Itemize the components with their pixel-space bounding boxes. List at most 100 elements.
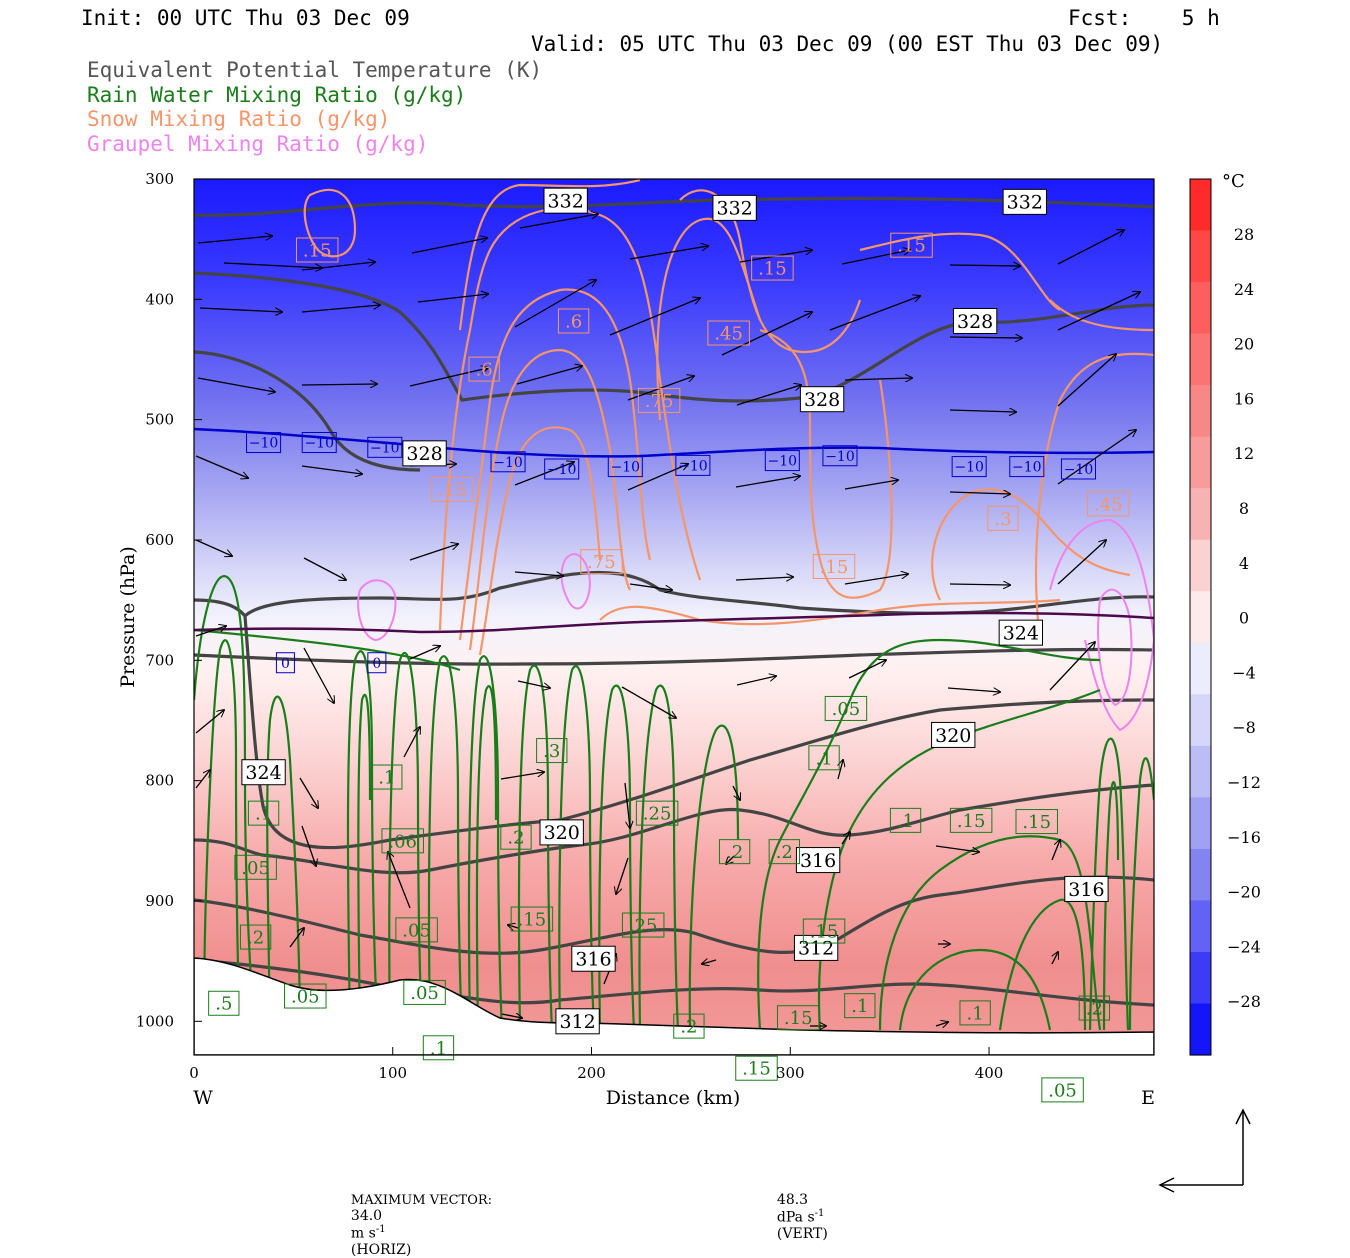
rain-label: .1 bbox=[959, 1000, 991, 1026]
rain-label-text: .05 bbox=[1048, 1080, 1077, 1101]
max-vector-vert-caption: 48.3 dPa s-1 (VERT) bbox=[768, 1176, 828, 1242]
rain-label-text: .05 bbox=[410, 983, 439, 1004]
rain-label-box bbox=[635, 800, 679, 826]
wind-vector bbox=[616, 857, 629, 894]
rain-label-text: .15 bbox=[742, 1059, 771, 1080]
theta-e-label-box bbox=[795, 847, 841, 874]
wind-vector bbox=[949, 492, 1010, 494]
isotherm-label: −10 bbox=[822, 445, 858, 467]
wind-vector bbox=[508, 925, 519, 928]
y-axis-label: Pressure (hPa) bbox=[117, 546, 139, 688]
isotherm-label-text: −10 bbox=[825, 449, 855, 465]
rain-label-box bbox=[718, 839, 751, 865]
isotherm-label: 0 bbox=[367, 652, 387, 674]
wind-vector bbox=[621, 686, 676, 718]
wind-vector bbox=[1057, 430, 1136, 485]
theta-e-label-box bbox=[712, 194, 757, 221]
wind-vector bbox=[624, 782, 630, 828]
theta-e-label: 332 bbox=[1002, 188, 1047, 215]
wind-vector bbox=[736, 676, 776, 686]
wind-vector bbox=[501, 1014, 522, 1018]
theta-e-label: 328 bbox=[952, 307, 998, 334]
x-tick-label: 400 bbox=[975, 1064, 1004, 1082]
isotherm-label: −10 bbox=[246, 432, 282, 454]
snow-label: .45 bbox=[707, 320, 750, 346]
snow-label-box bbox=[580, 549, 623, 575]
max-vector-horiz-value: 34.0 bbox=[350, 1208, 383, 1224]
rain-label-text: .15 bbox=[518, 910, 547, 931]
rain-label-text: .05 bbox=[402, 920, 431, 941]
theta-e-label-box bbox=[998, 619, 1044, 646]
colorbar-tick-label: −24 bbox=[1227, 937, 1261, 956]
isotherm-label-box bbox=[544, 458, 580, 480]
snow-label-box bbox=[557, 308, 590, 334]
theta-e-label-text: 324 bbox=[245, 762, 281, 784]
rain-label-box bbox=[776, 1005, 820, 1031]
colorbar-bin bbox=[1190, 230, 1211, 283]
rain-label-text: .05 bbox=[241, 858, 270, 879]
cross-section-chart: 332 332 332 328 328 328 324 320 324 320 316 316 316 3… bbox=[117, 170, 1261, 1193]
isotherm-label-box bbox=[246, 432, 282, 454]
isotherm-label-text: −10 bbox=[304, 436, 334, 452]
wind-vector bbox=[935, 1022, 948, 1026]
rain-label-box bbox=[802, 918, 846, 944]
wind-vector bbox=[949, 584, 1010, 585]
snow-label: .6 bbox=[557, 308, 590, 334]
colorbar-tick-label: 20 bbox=[1234, 335, 1254, 354]
wind-vector bbox=[1051, 840, 1060, 861]
rain-label: .1 bbox=[371, 764, 403, 790]
wind-vector bbox=[199, 307, 282, 312]
rain-label: .2 bbox=[239, 924, 272, 950]
y-tick-label: 600 bbox=[145, 531, 174, 549]
wind-vector bbox=[1057, 540, 1106, 585]
rain-label: .05 bbox=[234, 854, 277, 880]
theta-e-label-text: 316 bbox=[1068, 879, 1104, 901]
snow-label-box bbox=[637, 387, 681, 413]
wind-vector bbox=[301, 384, 377, 385]
rain-label: .15 bbox=[949, 807, 993, 833]
theta-e-label-box bbox=[1002, 188, 1047, 215]
snow-label: .45 bbox=[1087, 491, 1130, 517]
wind-vector bbox=[195, 455, 248, 478]
colorbar-bin bbox=[1190, 900, 1211, 953]
snow-label-text: .45 bbox=[714, 324, 743, 345]
init-time: Init: 00 UTC Thu 03 Dec 09 bbox=[81, 6, 410, 30]
isotherm-label: −10 bbox=[1060, 458, 1096, 480]
isotherm-label: −10 bbox=[301, 432, 337, 454]
isotherm-label-text: 0 bbox=[281, 656, 290, 672]
isotherm-label-box bbox=[367, 652, 387, 674]
snow-label-box bbox=[751, 255, 794, 281]
colorbar-frame bbox=[1189, 178, 1212, 1056]
wind-vector bbox=[844, 574, 908, 585]
x-axis-label: Distance (km) bbox=[606, 1087, 741, 1109]
rain-label-box bbox=[381, 828, 424, 854]
isotherm-label: −10 bbox=[764, 450, 800, 472]
wind-vector bbox=[1052, 952, 1058, 965]
colorbar-bin bbox=[1190, 848, 1211, 902]
rain-label: .2 bbox=[673, 1013, 705, 1039]
isotherm-label-text: −10 bbox=[954, 460, 984, 476]
colorbar-bin bbox=[1190, 797, 1211, 850]
y-tick-label: 300 bbox=[145, 170, 174, 188]
wind-vector bbox=[500, 772, 544, 780]
colorbar-bin bbox=[1190, 539, 1211, 592]
wind-vector bbox=[289, 928, 304, 948]
isotherm-label: −10 bbox=[1009, 456, 1045, 478]
theta-e-label-box bbox=[799, 386, 845, 413]
forecast-hour: Fcst: 5 h bbox=[1068, 6, 1220, 30]
snow-label: .15 bbox=[751, 255, 794, 281]
wind-vector bbox=[848, 660, 886, 679]
snow-label-text: .6 bbox=[476, 360, 493, 381]
wind-vector bbox=[627, 464, 688, 491]
isotherm-label: −10 bbox=[367, 436, 403, 458]
rain-label-text: .3 bbox=[543, 741, 560, 762]
wind-vector bbox=[195, 539, 232, 556]
wind-vector bbox=[629, 246, 708, 260]
theta-e-label-text: 312 bbox=[559, 1011, 595, 1033]
rain-label-box bbox=[808, 745, 840, 771]
colorbar-tick-label: −16 bbox=[1227, 828, 1261, 847]
rain-label: .05 bbox=[395, 917, 438, 943]
rain-label: .15 bbox=[1015, 809, 1058, 835]
theta-e-label-box bbox=[543, 187, 588, 214]
wind-vector bbox=[947, 687, 1000, 692]
